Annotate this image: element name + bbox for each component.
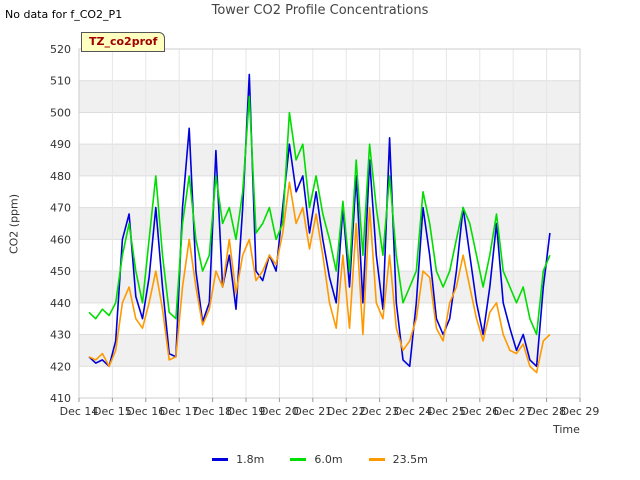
site-badge: TZ_co2prof (81, 32, 166, 52)
grid-band (79, 334, 580, 367)
y-tick-label: 430 (50, 329, 71, 342)
x-tick-label: Dec 27 (494, 405, 533, 418)
y-tick-label: 520 (50, 43, 71, 56)
legend: 1.8m 6.0m 23.5m (0, 453, 640, 466)
legend-item-1-8m[interactable]: 1.8m (212, 453, 264, 466)
y-tick-label: 490 (50, 138, 71, 151)
x-tick-label: Dec 25 (427, 405, 466, 418)
y-tick-label: 460 (50, 233, 71, 246)
x-tick-label: Dec 17 (160, 405, 199, 418)
y-axis-label: CO2 (ppm) (7, 193, 21, 255)
x-tick-label: Dec 29 (561, 405, 600, 418)
legend-label-23-5m: 23.5m (392, 453, 428, 466)
chart-title: Tower CO2 Profile Concentrations (211, 3, 429, 18)
legend-swatch-23-5m (368, 458, 385, 461)
no-data-note: No data for f_CO2_P1 (5, 8, 123, 21)
legend-label-6-0m: 6.0m (314, 453, 343, 466)
legend-item-23-5m[interactable]: 23.5m (368, 453, 428, 466)
grid-band (79, 80, 580, 113)
series-line-6-0m (88, 95, 551, 336)
x-tick-label: Dec 20 (260, 405, 299, 418)
x-tick-label: Dec 24 (394, 405, 433, 418)
legend-swatch-6-0m (290, 458, 307, 461)
legend-item-6-0m[interactable]: 6.0m (290, 453, 343, 466)
legend-label-1-8m: 1.8m (236, 453, 265, 466)
x-tick-label: Dec 18 (193, 405, 232, 418)
series-line-23-5m (88, 181, 551, 374)
y-tick-label: 420 (50, 360, 71, 373)
y-tick-label: 480 (50, 170, 71, 183)
x-tick-label: Dec 22 (327, 405, 366, 418)
x-axis-label: Time (553, 423, 580, 436)
plot-frame (78, 48, 581, 399)
y-tick-label: 500 (50, 106, 71, 119)
y-tick-label: 510 (50, 75, 71, 88)
y-tick-label: 450 (50, 265, 71, 278)
y-tick-label: 410 (50, 392, 71, 405)
x-tick-label: Dec 21 (293, 405, 332, 418)
legend-swatch-1-8m (212, 458, 229, 461)
y-tick-label: 440 (50, 297, 71, 310)
x-tick-label: Dec 16 (126, 405, 165, 418)
x-tick-label: Dec 19 (227, 405, 266, 418)
x-tick-label: Dec 28 (527, 405, 566, 418)
x-tick-label: Dec 14 (60, 405, 99, 418)
x-tick-label: Dec 23 (360, 405, 399, 418)
y-tick-label: 470 (50, 202, 71, 215)
series-line-1-8m (88, 73, 551, 368)
x-tick-label: Dec 26 (460, 405, 499, 418)
x-tick-label: Dec 15 (93, 405, 132, 418)
grid-band (79, 144, 580, 176)
